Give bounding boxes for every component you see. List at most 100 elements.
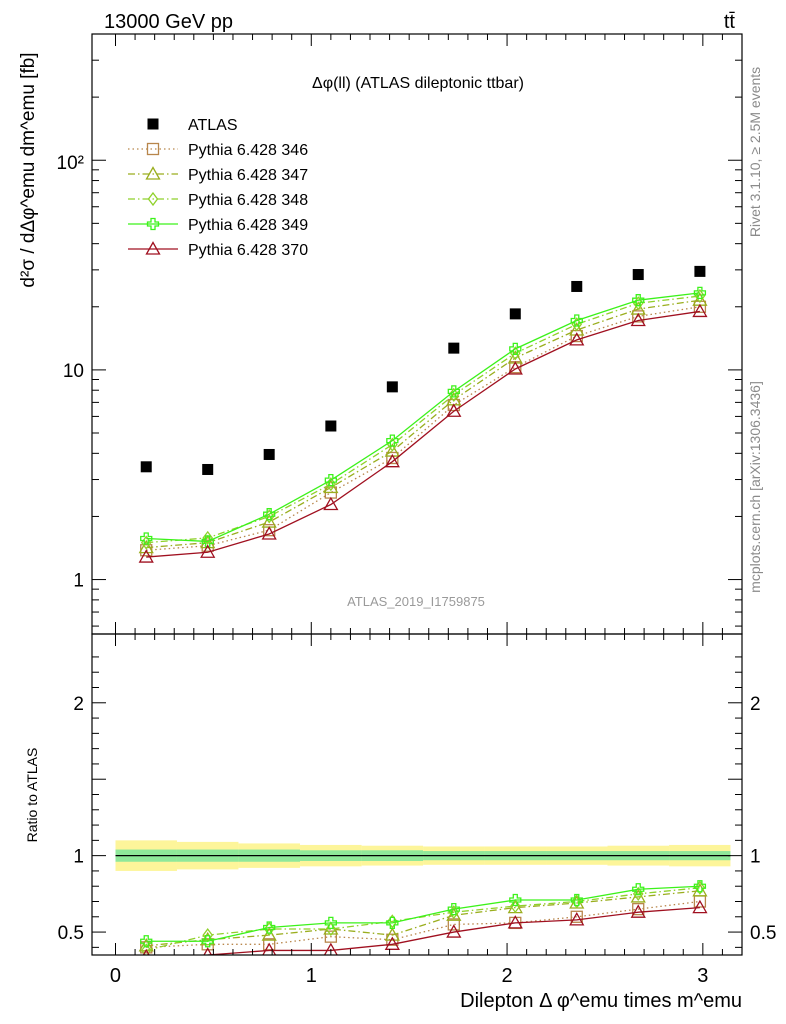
ratio-point xyxy=(570,910,583,923)
y-tick-label-right: 0.5 xyxy=(750,923,776,944)
ratio-point xyxy=(201,935,214,948)
ratio-point xyxy=(263,921,276,934)
ratio-series-4 xyxy=(142,899,708,955)
data-point xyxy=(323,496,339,511)
data-point xyxy=(202,463,214,475)
series-line xyxy=(146,295,700,544)
ratio-point xyxy=(692,899,708,914)
x-tick-label: 3 xyxy=(697,965,708,987)
x-tick-label: 0 xyxy=(110,965,121,987)
ratio-point xyxy=(324,916,338,930)
ratio-point xyxy=(261,927,277,941)
legend-label: Pythia 6.428 348 xyxy=(188,192,308,209)
ratio-point xyxy=(323,942,338,955)
legend-entry: Pythia 6.428 347 xyxy=(128,166,308,184)
data-point xyxy=(571,280,583,292)
main-panel-series xyxy=(138,265,708,563)
legend-label: Pythia 6.428 347 xyxy=(188,167,308,184)
ratio-point xyxy=(140,935,153,948)
legend-marker xyxy=(147,118,159,130)
ratio-point xyxy=(447,902,460,916)
data-point xyxy=(140,532,153,545)
watermark: ATLAS_2019_I1759875 xyxy=(347,594,485,609)
data-point xyxy=(632,294,645,307)
legend-marker xyxy=(146,142,160,156)
ratio-point xyxy=(632,883,645,896)
data-point xyxy=(386,381,398,393)
ratio-frame xyxy=(91,633,743,956)
ratio-point xyxy=(324,930,338,943)
ratio-point xyxy=(387,914,398,929)
data-point xyxy=(384,453,400,468)
ratio-point xyxy=(630,904,646,918)
y-tick-label: 1 xyxy=(73,571,84,592)
ratio-point xyxy=(203,947,213,955)
ratio-point xyxy=(325,921,337,937)
data-point xyxy=(509,308,521,320)
chart-title: Δφ(ll) (ATLAS dileptonic ttbar) xyxy=(312,75,524,92)
data-point xyxy=(569,332,585,346)
ratio-line xyxy=(146,885,700,942)
ratio-point xyxy=(509,893,522,907)
data-point xyxy=(202,530,214,545)
data-point xyxy=(325,420,337,432)
ratio-point xyxy=(140,943,152,955)
ratio-line xyxy=(146,900,700,949)
ratio-line xyxy=(146,890,700,947)
data-point xyxy=(386,451,399,465)
legend: ATLAS Pythia 6.428 346 Pythia 6.428 347 Pyt… xyxy=(128,117,308,259)
data-point xyxy=(263,508,276,521)
data-point xyxy=(632,269,644,281)
legend-entry: Pythia 6.428 346 xyxy=(128,142,308,159)
x-tick-label: 2 xyxy=(501,965,512,987)
y-axis-label-ratio: Ratio to ATLAS xyxy=(24,748,40,843)
ratio-point xyxy=(693,880,707,893)
legend-label: Pythia 6.428 349 xyxy=(188,217,308,234)
ratio-point xyxy=(386,916,399,930)
y-tick-label-right: 1 xyxy=(750,847,761,868)
axis-ticks: 0 1 2 3 1 10 10² 0.5 0.5 1 1 2 2 xyxy=(57,33,776,987)
ratio-point xyxy=(384,927,400,941)
x-axis-label: Dilepton Δ φ^emu times m^emu xyxy=(460,990,742,1012)
series-line xyxy=(146,306,701,551)
series-1 xyxy=(140,300,707,557)
legend-marker xyxy=(147,191,159,207)
legend-label: Pythia 6.428 370 xyxy=(188,242,308,259)
energy-label: 13000 GeV pp xyxy=(104,11,233,33)
data-point xyxy=(694,265,706,277)
data-point xyxy=(201,535,214,548)
legend-label: Pythia 6.428 346 xyxy=(188,142,308,159)
data-point xyxy=(509,342,522,356)
legend-entry: Pythia 6.428 370 xyxy=(128,241,308,259)
x-tick-label: 1 xyxy=(306,965,317,987)
legend-marker xyxy=(146,217,160,231)
data-point xyxy=(692,303,708,318)
data-point xyxy=(446,403,462,417)
legend-entry: Pythia 6.428 349 xyxy=(128,217,308,234)
data-point xyxy=(261,526,277,540)
data-point xyxy=(386,434,399,447)
process-label: tt̄ xyxy=(724,11,736,33)
ratio-series-3 xyxy=(140,880,707,948)
ratio-point xyxy=(142,948,150,955)
ratio-line xyxy=(181,906,700,955)
ratio-point xyxy=(446,924,462,938)
ratio-panel-series xyxy=(138,880,708,955)
y-tick-label: 2 xyxy=(73,694,84,715)
legend-label: ATLAS xyxy=(188,117,238,134)
data-point xyxy=(263,509,275,524)
ratio-uncertainty-band xyxy=(115,840,731,871)
series-0 xyxy=(140,265,706,475)
data-point xyxy=(324,473,338,487)
legend-marker xyxy=(145,241,161,255)
ratio-point xyxy=(507,915,523,929)
mcplots-label: mcplots.cern.ch [arXiv:1306.3436] xyxy=(747,381,763,593)
series-3 xyxy=(140,288,706,550)
ratio-point xyxy=(384,936,400,950)
y-tick-label: 1 xyxy=(73,847,84,868)
ratio-series-0 xyxy=(140,895,707,954)
data-point xyxy=(263,448,275,460)
data-point xyxy=(447,385,460,398)
series-line xyxy=(146,292,700,543)
